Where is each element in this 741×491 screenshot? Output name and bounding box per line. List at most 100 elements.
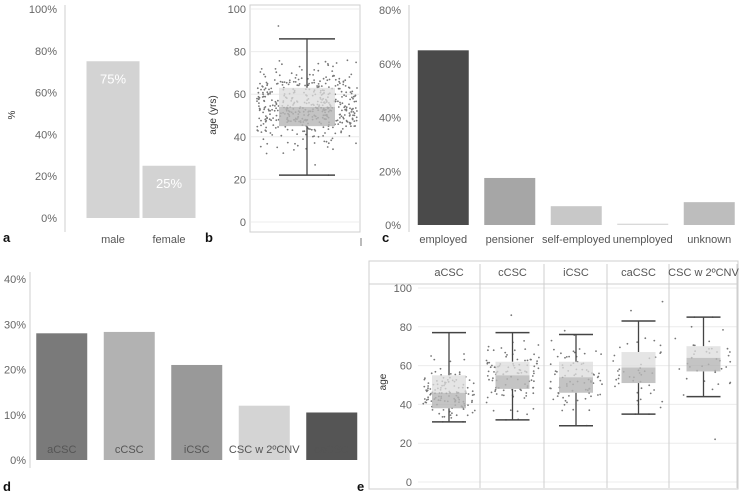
panel-e-point xyxy=(533,353,535,356)
panel-b-point xyxy=(355,100,357,103)
panel-e-point xyxy=(524,359,526,362)
panel-b-point xyxy=(262,111,264,114)
panel-b-point xyxy=(286,128,289,131)
panel-e-point xyxy=(617,370,619,372)
panel-e-box-upper xyxy=(495,361,530,376)
panel-b-point xyxy=(277,99,279,102)
panel-b-point xyxy=(281,84,284,86)
panel-a-category-label: female xyxy=(152,234,185,246)
panel-e-point xyxy=(659,352,662,354)
panel-b-point xyxy=(262,91,264,94)
panel-b-point xyxy=(313,69,316,71)
panel-b-point xyxy=(290,72,293,75)
panel-e-point xyxy=(553,348,555,351)
panel-e-point xyxy=(471,390,474,393)
panel-b-point xyxy=(338,113,341,116)
panel-e-point xyxy=(720,367,723,370)
panel-b-point xyxy=(257,130,259,132)
panel-b-point xyxy=(260,88,262,91)
panel-e-point xyxy=(489,366,492,369)
panel-b-point xyxy=(355,142,357,145)
panel-b-point xyxy=(276,109,279,112)
panel-e-ytick-label: 80 xyxy=(400,322,412,334)
panel-b-point xyxy=(341,121,344,124)
panel-e-point xyxy=(491,379,494,382)
panel-b-point xyxy=(327,128,330,131)
panel-e-point xyxy=(729,360,732,363)
panel-e-ylabel: age xyxy=(378,373,389,390)
panel-b-point xyxy=(320,85,323,87)
panel-b-point xyxy=(356,87,358,89)
panel-e-point xyxy=(562,396,564,399)
panel-e-point xyxy=(614,385,616,388)
panel-e-point xyxy=(531,375,534,377)
panel-b-point xyxy=(261,96,264,98)
panel-b-point xyxy=(266,142,269,145)
panel-d-bar-2 xyxy=(171,364,223,460)
panel-d-ytick-label: 0% xyxy=(10,455,26,467)
panel-b-point xyxy=(334,78,337,81)
panel-e-point xyxy=(494,390,496,393)
panel-e-point xyxy=(572,408,575,411)
panel-e-point xyxy=(449,373,452,375)
panel-e-point xyxy=(636,341,639,343)
panel-d-letter: d xyxy=(3,479,11,491)
panel-e-point xyxy=(492,377,494,380)
panel-e-point xyxy=(429,393,432,396)
panel-b-point xyxy=(322,126,325,129)
panel-b-point xyxy=(351,117,354,120)
panel-e-point xyxy=(463,353,465,355)
panel-e-point xyxy=(488,378,490,381)
panel-b-point xyxy=(278,74,281,77)
panel-e-point xyxy=(439,367,442,370)
panel-e-point xyxy=(429,388,432,390)
panel-e-point xyxy=(617,377,620,380)
panel-e-point xyxy=(533,365,536,368)
panel-e-point xyxy=(487,345,490,348)
panel-e-point xyxy=(427,385,429,387)
panel-e-point xyxy=(492,349,495,352)
panel-e-point xyxy=(449,360,452,363)
panel-b-point xyxy=(296,84,299,87)
panel-e-point xyxy=(644,337,647,340)
panel-e-point xyxy=(467,404,469,406)
panel-e-point xyxy=(726,347,729,350)
panel-e-point xyxy=(455,414,458,417)
panel-e-point xyxy=(487,370,490,373)
panel-e-point xyxy=(422,402,425,405)
panel-e-point xyxy=(561,409,564,412)
panel-b-point xyxy=(340,115,343,118)
panel-b-point xyxy=(298,65,301,68)
panel-d-category-label: iCSC xyxy=(184,444,210,456)
panel-b-point xyxy=(283,81,286,83)
panel-c-bar-4 xyxy=(683,202,735,225)
panel-b-point xyxy=(350,92,353,95)
panel-e-point xyxy=(500,347,503,349)
panel-e-point xyxy=(536,360,538,362)
panel-b-point xyxy=(295,74,298,76)
panel-e-point xyxy=(568,355,570,358)
panel-b-point xyxy=(294,142,296,145)
panel-b-point xyxy=(353,125,356,127)
panel-b-point xyxy=(351,90,354,93)
panel-e-point xyxy=(590,395,592,398)
panel-e-point xyxy=(449,414,452,416)
panel-b-point xyxy=(339,121,341,124)
panel-b-letter: b xyxy=(205,230,213,245)
panel-e-point xyxy=(626,342,629,345)
panel-b-point xyxy=(342,83,345,86)
panel-b-point xyxy=(296,144,299,147)
panel-b-point xyxy=(275,103,278,106)
panel-b-point xyxy=(278,60,281,62)
panel-b-point xyxy=(265,152,268,155)
panel-e-point xyxy=(506,354,508,356)
panel-e: age 0 20 40 60 80 100 aCSC cCSC iCSC caCSC CSC w … xyxy=(357,260,739,491)
panel-b-point xyxy=(349,114,351,116)
panel-a-ytick-label: 100% xyxy=(29,4,57,16)
panel-e-point xyxy=(613,354,616,357)
panel-b-ylabel: age (yrs) xyxy=(208,95,219,134)
panel-b-point xyxy=(334,132,337,135)
panel-e-point xyxy=(504,351,507,354)
panel-b-ytick-label: 40 xyxy=(234,132,246,144)
panel-e-point xyxy=(593,374,595,376)
